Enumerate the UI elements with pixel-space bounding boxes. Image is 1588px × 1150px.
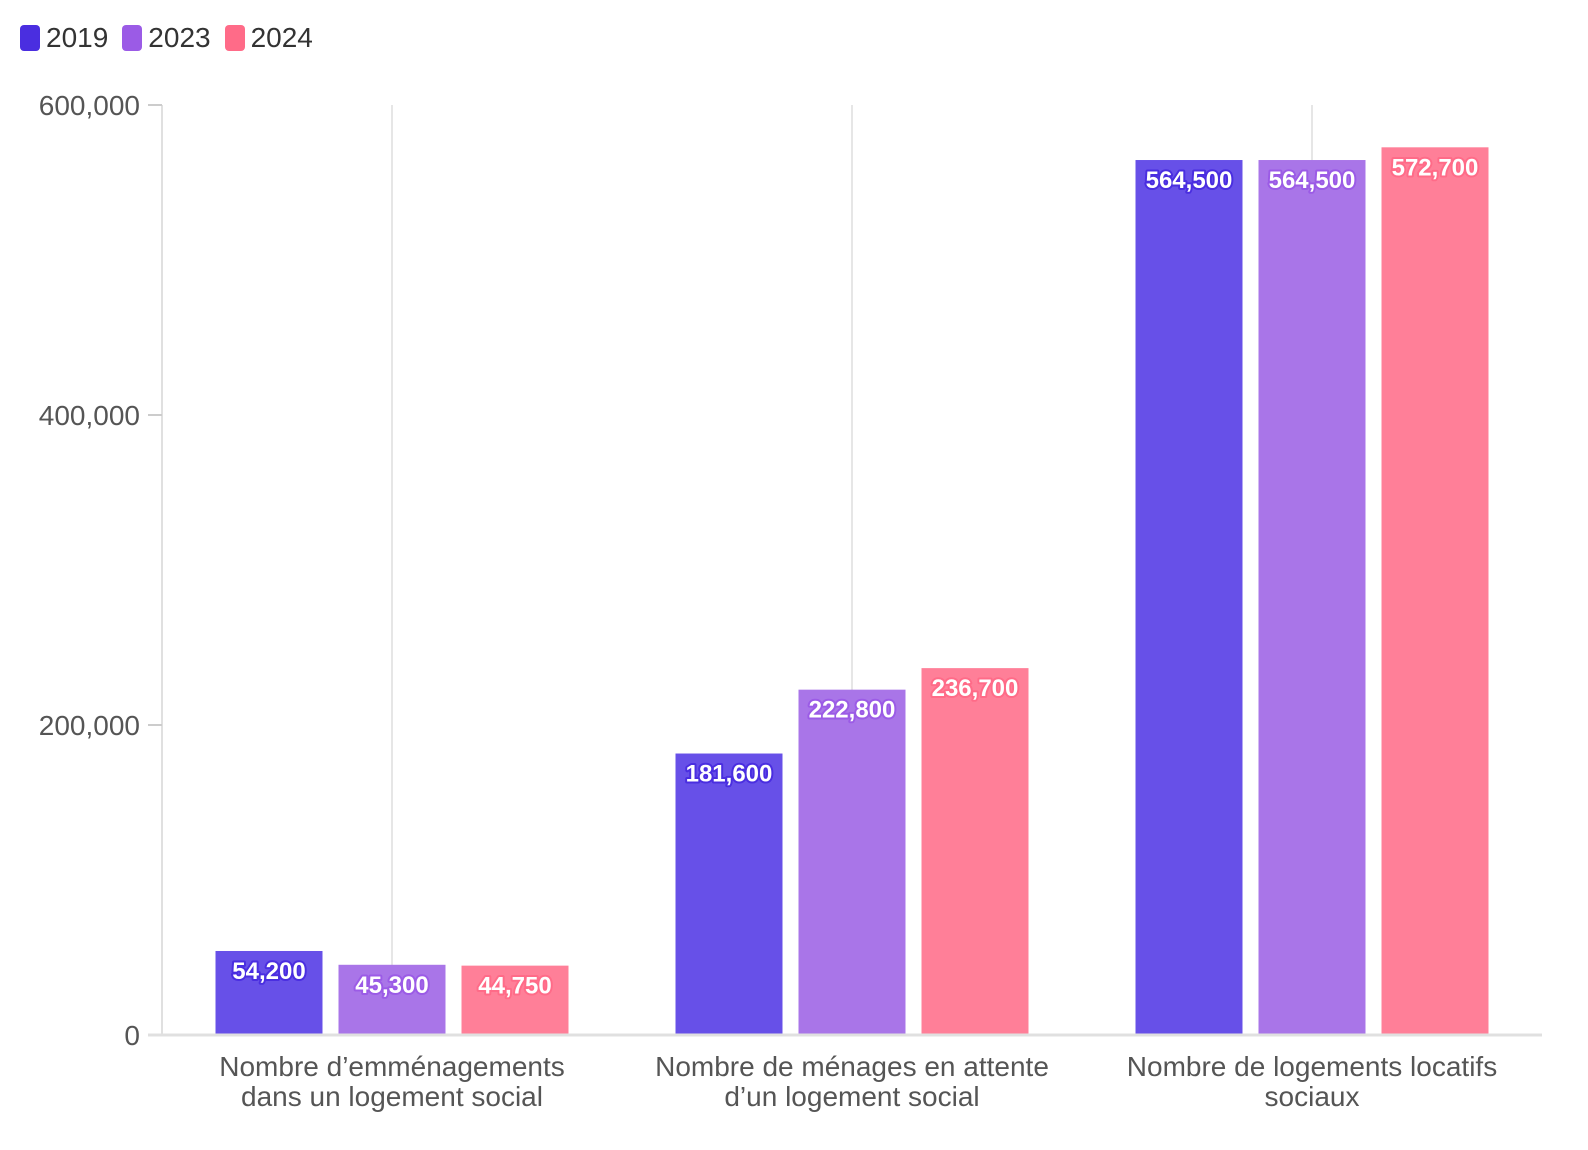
x-category-label: Nombre d’emménagements: [219, 1051, 565, 1082]
y-tick-label: 200,000: [39, 710, 140, 741]
y-tick-label: 400,000: [39, 400, 140, 431]
legend-item-2023[interactable]: 2023: [122, 22, 211, 54]
legend-item-2024[interactable]: 2024: [224, 22, 313, 54]
legend: 2019 2023 2024: [20, 22, 313, 54]
x-category-label: sociaux: [1265, 1081, 1360, 1112]
data-label: 44,750: [478, 973, 551, 1000]
data-label: 54,200: [232, 958, 305, 985]
data-label: 45,300: [355, 972, 428, 999]
legend-label-2024: 2024: [250, 22, 313, 53]
legend-item-2019[interactable]: 2019: [20, 22, 108, 54]
bar: [1258, 160, 1366, 1035]
x-category-label: Nombre de logements locatifs: [1127, 1051, 1497, 1082]
data-label: 572,700: [1392, 154, 1479, 181]
data-label: 236,700: [932, 675, 1019, 702]
legend-label-2023: 2023: [148, 22, 211, 53]
y-tick-label: 600,000: [39, 90, 140, 121]
legend-swatch-2024: [224, 25, 245, 51]
bar: [215, 950, 323, 1035]
legend-label-2019: 2019: [46, 22, 109, 53]
legend-swatch-2023: [122, 25, 143, 51]
bar: [338, 964, 446, 1035]
bar: [675, 753, 783, 1035]
data-label: 222,800: [809, 697, 896, 724]
bar: [921, 668, 1029, 1035]
x-category-label: dans un logement social: [241, 1081, 543, 1112]
bar: [1381, 147, 1489, 1035]
bar: [798, 689, 906, 1035]
data-label: 181,600: [686, 761, 773, 788]
bar: [461, 965, 569, 1035]
x-category-label: Nombre de ménages en attente: [655, 1051, 1049, 1082]
bar: [1135, 160, 1243, 1035]
data-label: 564,500: [1269, 167, 1356, 194]
legend-swatch-2019: [20, 25, 40, 51]
x-category-label: d’un logement social: [724, 1081, 979, 1112]
y-tick-label: 0: [124, 1020, 140, 1051]
data-label: 564,500: [1146, 167, 1233, 194]
